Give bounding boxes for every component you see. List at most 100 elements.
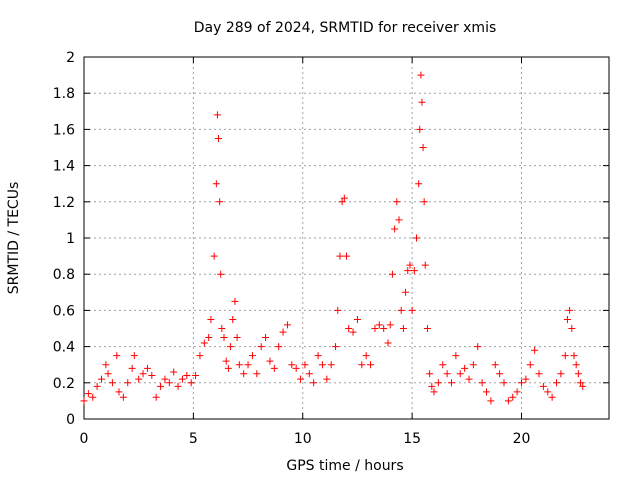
data-point	[426, 370, 434, 378]
data-point	[157, 382, 165, 390]
data-point	[526, 361, 534, 369]
data-point	[367, 361, 375, 369]
data-point	[318, 361, 326, 369]
data-point	[205, 334, 213, 342]
data-point	[419, 144, 427, 151]
data-point	[340, 194, 348, 202]
data-point	[496, 370, 504, 378]
data-points	[80, 71, 587, 405]
data-point	[104, 370, 112, 378]
data-point	[248, 352, 256, 360]
data-point	[474, 343, 482, 351]
data-point	[84, 390, 92, 398]
data-point	[89, 393, 97, 401]
y-tick-label: 2	[66, 50, 75, 66]
data-point	[568, 325, 576, 332]
data-point	[310, 379, 318, 387]
data-point	[108, 379, 116, 387]
data-point	[231, 297, 239, 305]
data-point	[102, 361, 110, 369]
series-srmtid	[80, 71, 587, 405]
data-point	[224, 364, 232, 372]
data-point	[465, 375, 473, 383]
data-point	[266, 357, 274, 365]
data-point	[233, 334, 241, 342]
data-point	[262, 334, 270, 342]
data-point	[483, 388, 490, 396]
data-point	[448, 379, 455, 387]
data-point	[406, 261, 414, 269]
data-point	[235, 361, 243, 369]
data-point	[410, 267, 418, 275]
y-tick-label: 1.8	[53, 86, 75, 102]
data-point	[215, 134, 223, 142]
data-point	[297, 375, 305, 383]
data-point	[345, 325, 353, 332]
data-point	[443, 370, 451, 378]
data-point	[332, 343, 340, 351]
data-point	[518, 379, 525, 387]
data-point	[388, 270, 396, 278]
data-point	[270, 364, 278, 372]
data-point	[456, 370, 464, 378]
data-point	[207, 315, 215, 323]
data-point	[399, 325, 407, 332]
data-point	[397, 306, 405, 314]
data-point	[130, 352, 138, 360]
data-point	[577, 379, 585, 387]
data-point	[395, 216, 403, 224]
y-tick-label: 0.2	[53, 376, 75, 392]
data-point	[380, 325, 388, 332]
data-point	[343, 252, 350, 260]
data-point	[229, 315, 237, 323]
data-point	[566, 306, 574, 314]
data-point	[531, 346, 539, 354]
data-point	[553, 379, 560, 387]
data-point	[183, 372, 191, 380]
data-point	[139, 370, 147, 378]
data-point	[275, 343, 283, 351]
data-point	[522, 375, 530, 383]
axis-ticks	[83, 56, 609, 420]
data-point	[220, 334, 228, 342]
data-point	[579, 382, 587, 390]
data-point	[420, 198, 428, 206]
data-point	[327, 361, 335, 369]
data-point	[301, 361, 309, 369]
y-tick-label: 1	[66, 231, 75, 247]
data-point	[93, 382, 101, 390]
data-point	[222, 357, 230, 365]
data-point	[279, 328, 287, 336]
x-tick-label: 15	[403, 431, 421, 447]
data-point	[216, 198, 224, 206]
y-tick-label: 0.4	[53, 340, 75, 356]
data-point	[292, 364, 300, 372]
data-point	[165, 379, 173, 387]
data-point	[349, 328, 357, 336]
data-point	[500, 379, 508, 387]
data-point	[391, 225, 399, 233]
data-point	[548, 393, 556, 401]
data-point	[187, 379, 195, 387]
data-point	[570, 352, 578, 360]
data-point	[561, 352, 569, 360]
data-point	[213, 111, 221, 119]
data-point	[152, 393, 160, 401]
data-point	[323, 375, 331, 383]
data-point	[115, 388, 123, 396]
data-point	[212, 180, 220, 188]
data-point	[283, 321, 291, 329]
data-point	[240, 370, 248, 378]
data-point	[434, 379, 442, 387]
data-point	[509, 393, 517, 401]
data-point	[334, 306, 342, 314]
y-tick-label: 0.6	[53, 303, 75, 319]
data-point	[375, 321, 383, 329]
data-point	[314, 352, 322, 360]
data-point	[161, 375, 169, 383]
data-point	[393, 198, 401, 206]
data-point	[119, 393, 127, 401]
data-point	[574, 370, 582, 378]
data-point	[143, 364, 151, 372]
